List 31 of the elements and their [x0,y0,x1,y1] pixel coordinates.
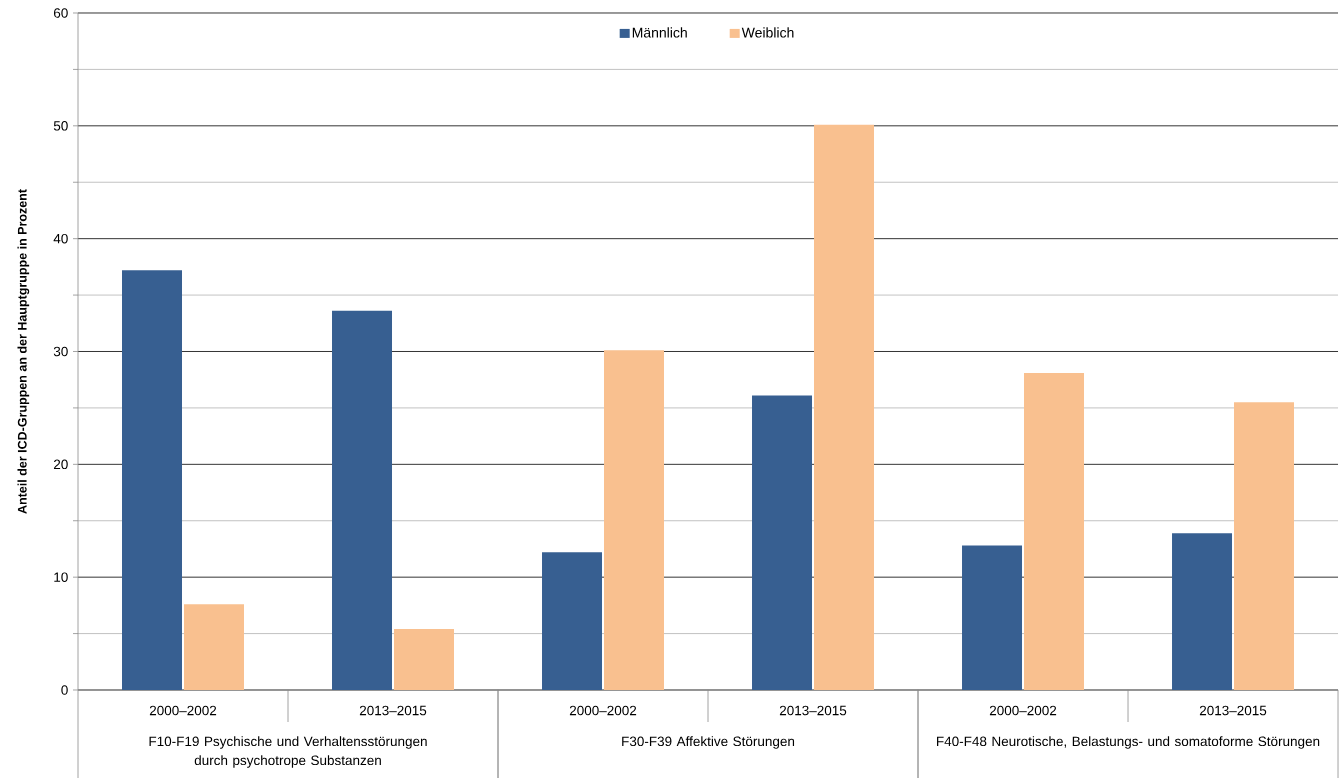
x-tick-label: 2000–2002 [569,705,637,716]
legend-label: Männlich [632,27,687,38]
text: F30-F39 Affektive Störungen [622,736,795,749]
x-tick-label: 2000–2002 [989,705,1057,716]
y-tick-label: 10 [54,572,68,582]
text: F40-F48 Neurotische, Belastungs- und somatoforme Störungen [937,736,1320,749]
bar [752,395,813,690]
bar [1234,402,1295,690]
y-tick-label: 60 [53,8,68,18]
text: F10-F19 Psychische und Verhaltensstörungen durch psychotrope Substanzen [149,736,427,768]
bar [1172,533,1233,690]
y-tick-label: 50 [53,121,68,131]
y-tick-label: 20 [53,459,68,470]
x-tick-label: 2000–2002 [149,705,217,716]
bar [184,604,244,690]
y-tick-label: 40 [53,233,68,244]
y-axis-title: Anteil der ICD-Gruppen an der Hauptgruppe in Prozent [17,189,30,514]
x-tick-label: 2013–2015 [1199,705,1267,716]
bar [542,552,603,690]
x-tick-label: 2013–2015 [779,705,847,716]
bar [962,545,1023,690]
bar [1024,372,1085,690]
y-tick-label: 0 [61,685,68,695]
y-tick-label: 30 [53,346,68,357]
bar [332,310,393,690]
bar [814,124,875,690]
bar [394,629,454,690]
x-tick-label: 2013–2015 [359,705,427,716]
bar [122,270,183,690]
bar [604,350,665,690]
legend-label: Weiblich [741,27,794,38]
